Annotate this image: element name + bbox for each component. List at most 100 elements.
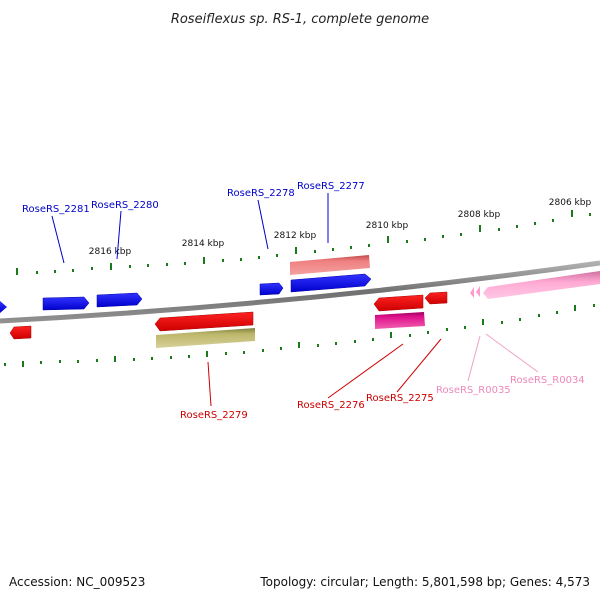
ruler-label-2814: 2814 kbp (182, 239, 225, 249)
gene-feature-rosers-2278[interactable] (259, 282, 284, 296)
ruler-tick (114, 356, 116, 362)
ruler-tick (295, 247, 297, 254)
ruler-tick (519, 318, 521, 321)
gene-label-rosers-2275[interactable]: RoseRS_2275 (366, 393, 434, 404)
ruler-tick (335, 342, 337, 345)
ruler-tick (222, 259, 224, 262)
leader-line-2276 (327, 343, 404, 399)
ruler-tick (589, 213, 591, 216)
ruler-tick (409, 334, 411, 337)
ruler-tick (354, 340, 356, 343)
leader-line-2281 (51, 215, 65, 264)
gene-feature-rosers-2279[interactable] (154, 311, 254, 332)
ruler-tick (166, 263, 168, 266)
ruler-tick (498, 228, 500, 231)
gene-label-rosers-2279[interactable]: RoseRS_2279 (180, 410, 248, 421)
ruler-tick (170, 356, 172, 359)
gene-label-rosers-2277[interactable]: RoseRS_2277 (297, 181, 365, 192)
ruler-tick (442, 235, 444, 238)
ruler-tick (188, 355, 190, 358)
gene-feature-rosers-2276[interactable] (373, 294, 424, 312)
gene-feature-rosers-2281[interactable] (42, 296, 90, 311)
gene-label-rosers-r0034[interactable]: RoseRS_R0034 (510, 375, 585, 386)
gene-feature-rosers-r0034[interactable] (483, 271, 600, 299)
gene-label-rosers-r0035[interactable]: RoseRS_R0035 (436, 385, 511, 396)
ruler-tick (516, 225, 518, 228)
gene-label-rosers-2276[interactable]: RoseRS_2276 (297, 400, 365, 411)
gene-label-rosers-2278[interactable]: RoseRS_2278 (227, 188, 295, 199)
ruler-tick (574, 305, 576, 311)
ruler-tick (110, 263, 112, 270)
ruler-tick (36, 271, 38, 274)
gene-feature-rosers-2280[interactable] (96, 292, 143, 308)
ruler-tick (552, 219, 554, 222)
ruler-tick (446, 328, 448, 331)
ruler-upper (16, 210, 591, 275)
gene-feature-rosers-2275[interactable] (424, 291, 448, 305)
gene-feature-rosers-2279-rna[interactable] (156, 328, 255, 348)
genome-stats-text: Topology: circular; Length: 5,801,598 bp… (259, 575, 590, 589)
ruler-tick (40, 361, 42, 364)
genome-backbone (0, 260, 600, 324)
gene-label-rosers-2280[interactable]: RoseRS_2280 (91, 200, 159, 211)
ruler-tick (424, 238, 426, 241)
ruler-label-2810: 2810 kbp (366, 221, 409, 231)
ruler-label-2816: 2816 kbp (89, 247, 132, 257)
ruler-tick (390, 332, 392, 338)
ruler-tick (368, 244, 370, 247)
ruler-tick (22, 361, 24, 367)
ruler-tick (571, 210, 573, 217)
gene-feature-rosers-2276-rna[interactable] (375, 312, 425, 329)
gene-feature-blue-left-edge[interactable] (0, 301, 7, 313)
ruler-tick (243, 351, 245, 354)
ruler-tick (280, 347, 282, 350)
ruler-tick (206, 351, 208, 357)
gene-feature-red-left[interactable] (9, 325, 32, 340)
gene-feature-rosers-2277[interactable] (290, 273, 372, 293)
ruler-tick (482, 319, 484, 325)
ruler-tick (298, 342, 300, 348)
ruler-tick (479, 225, 481, 232)
ruler-tick (129, 265, 131, 268)
ruler-tick (534, 222, 536, 225)
gene-label-rosers-2281[interactable]: RoseRS_2281 (22, 204, 90, 215)
ruler-tick (276, 254, 278, 257)
gene-feature-rosers-r0035[interactable] (470, 286, 480, 298)
ruler-label-2806: 2806 kbp (549, 198, 592, 208)
ruler-tick (147, 264, 149, 267)
ruler-tick (72, 269, 74, 272)
label-leaders (51, 193, 539, 407)
ruler-tick (133, 358, 135, 361)
leader-line-2278 (257, 199, 269, 250)
ruler-tick (151, 357, 153, 360)
ruler-tick (96, 359, 98, 362)
map-title: Roseiflexus sp. RS-1, complete genome (171, 12, 429, 27)
ruler-tick (501, 321, 503, 324)
ruler-lower (4, 304, 595, 367)
leader-line-2275 (396, 338, 442, 393)
ruler-tick (350, 246, 352, 249)
ruler-tick (464, 326, 466, 329)
ruler-tick (240, 258, 242, 261)
ruler-tick (184, 262, 186, 265)
ruler-tick (203, 257, 205, 264)
ruler-tick (59, 360, 61, 363)
ruler-tick (538, 314, 540, 317)
ruler-tick (427, 331, 429, 334)
ruler-tick (332, 248, 334, 251)
ruler-tick (387, 236, 389, 243)
ruler-tick (460, 233, 462, 236)
ruler-tick (54, 270, 56, 273)
leader-line-2280 (116, 210, 122, 260)
ruler-tick (91, 267, 93, 270)
ruler-tick (314, 250, 316, 253)
ruler-tick (258, 256, 260, 259)
ruler-tick (317, 344, 319, 347)
ruler-tick (372, 338, 374, 341)
ruler-tick (556, 311, 558, 314)
leader-line-r0035 (467, 335, 481, 382)
ruler-label-2812: 2812 kbp (274, 231, 317, 241)
ruler-tick (225, 352, 227, 355)
gene-feature-rosers-2277-rna[interactable] (290, 255, 370, 275)
